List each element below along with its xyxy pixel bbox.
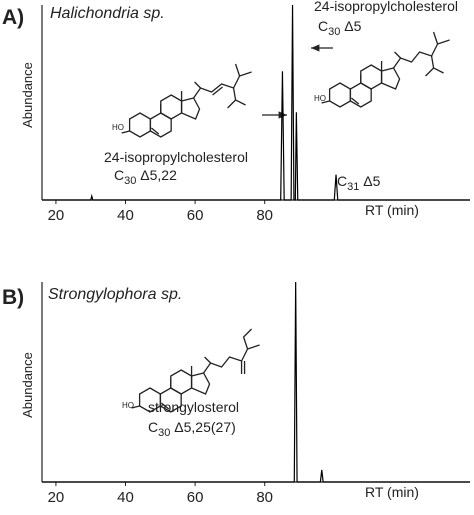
annotation-text: HO [122, 401, 134, 410]
annotation-tail: Δ5,25(27) [170, 419, 235, 435]
x-tick-label: 80 [256, 207, 273, 224]
annotation-text: HO [112, 123, 124, 132]
y-axis-label: Abundance [20, 62, 35, 128]
bond [425, 67, 435, 77]
y-axis-label: Abundance [20, 352, 35, 418]
annotation-subscript: 30 [328, 26, 340, 38]
chromatogram-line [42, 281, 470, 483]
bond [194, 81, 202, 89]
structure [321, 31, 450, 108]
panel-title: Halichondria sp. [50, 5, 165, 22]
bond [321, 100, 330, 104]
ring [190, 372, 211, 395]
annotation-text: 24-isopropylcholesterol [314, 0, 458, 14]
bond [432, 31, 439, 45]
bond [227, 99, 237, 109]
bond [430, 55, 444, 74]
side-chain [203, 344, 260, 374]
annotation-text: C [318, 18, 328, 34]
bond [131, 405, 140, 409]
annotation: 24-isopropylcholesterol [314, 0, 458, 14]
bond [394, 51, 402, 59]
annotation: strongylosterol [148, 399, 239, 415]
bond [232, 87, 246, 106]
annotation-text: HO [314, 94, 326, 103]
panel-title: Strongylophora sp. [48, 286, 182, 303]
annotation-tail: Δ5 [340, 18, 361, 34]
annotation-text: C [337, 173, 347, 189]
annotation-subscript: 30 [124, 175, 136, 187]
bond [242, 328, 253, 350]
annotation: HO [122, 401, 134, 410]
x-axis-label: RT (min) [365, 202, 419, 218]
x-tick-label: 60 [187, 207, 204, 224]
ring [380, 67, 401, 90]
annotation-subscript: 30 [158, 427, 170, 439]
ring [328, 82, 352, 108]
x-axis-label: RT (min) [365, 484, 419, 500]
chromatogram-line [42, 4, 470, 201]
x-tick-label: 20 [48, 207, 65, 224]
x-tick-label: 60 [187, 489, 204, 506]
ring [160, 94, 183, 120]
panel-label: B) [2, 286, 24, 309]
bond [121, 130, 130, 134]
annotation: C31 Δ5 [337, 173, 381, 193]
annotation-subscript: 31 [347, 181, 359, 193]
double-bond [350, 97, 360, 105]
side-chain [193, 71, 252, 99]
double-bond [150, 127, 160, 135]
panel-label: A) [2, 6, 24, 29]
structure [131, 328, 260, 413]
double-bond [160, 402, 170, 410]
annotation-tail: Δ5 [359, 173, 380, 189]
bond [204, 356, 212, 364]
x-tick-label: 40 [117, 489, 134, 506]
ring [180, 97, 201, 120]
annotation-text: strongylosterol [148, 399, 239, 415]
double-bond [212, 86, 223, 96]
ring [128, 112, 152, 138]
annotation-text: C [148, 419, 158, 435]
annotation-tail: Δ5,22 [136, 167, 177, 183]
x-tick-label: 80 [256, 489, 273, 506]
annotation-text: C [114, 167, 124, 183]
side-chain [393, 39, 450, 69]
annotation: C30 Δ5,22 [114, 167, 177, 187]
x-tick-label: 20 [48, 489, 65, 506]
bond [234, 63, 241, 77]
annotation-text: 24-isopropylcholesterol [104, 149, 248, 165]
annotation: C30 Δ5,25(27) [148, 419, 236, 439]
annotation: 24-isopropylcholesterol [104, 149, 248, 165]
ring [170, 369, 193, 395]
x-tick-label: 40 [117, 207, 134, 224]
annotation: HO [112, 123, 124, 132]
structure [121, 63, 252, 138]
annotation: HO [314, 94, 326, 103]
annotation: C30 Δ5 [318, 18, 362, 38]
ring [360, 64, 383, 90]
